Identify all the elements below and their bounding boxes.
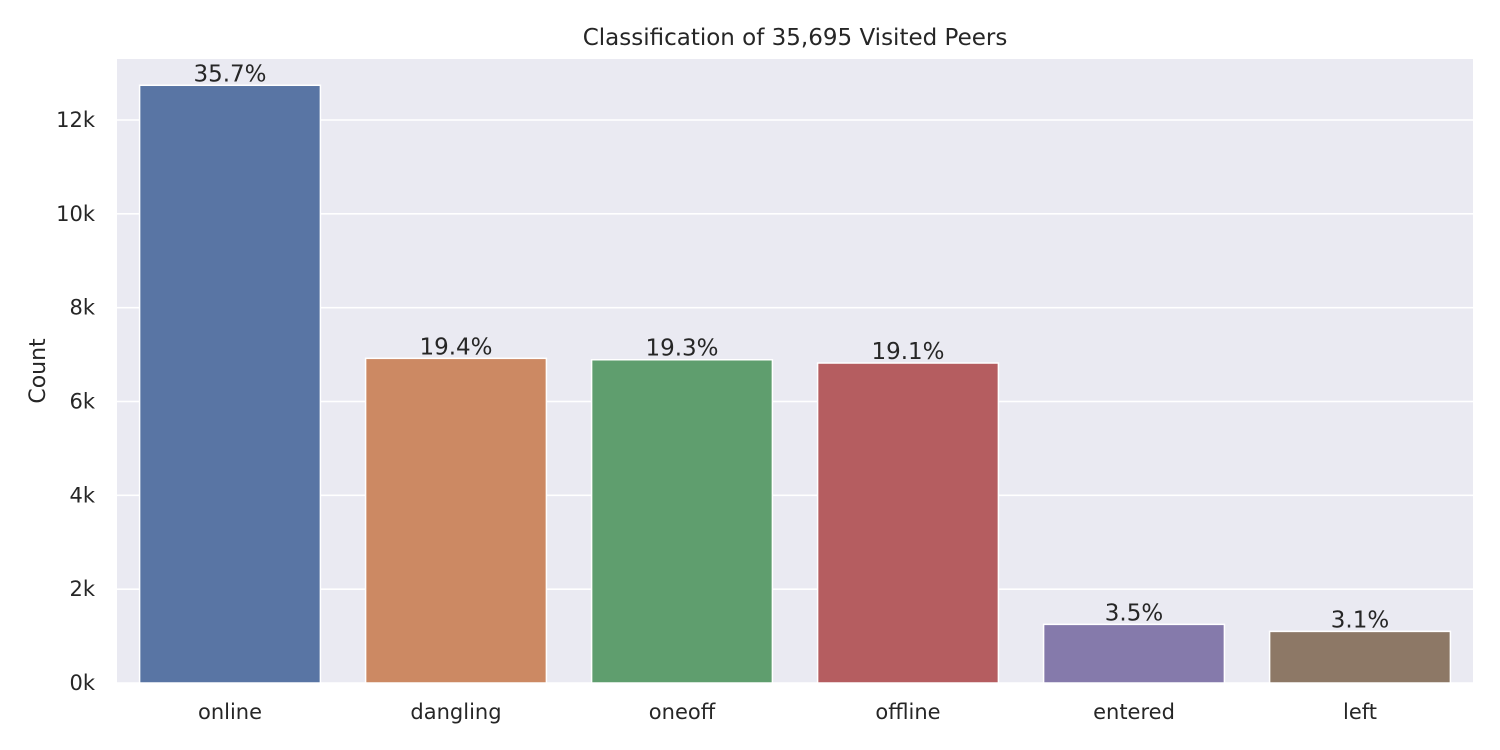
x-axis-ticks: online dangling oneoff offline entered left bbox=[198, 700, 1377, 724]
y-tick-label: 8k bbox=[69, 296, 95, 320]
x-tick-label-offline: offline bbox=[875, 700, 940, 724]
y-tick-label: 4k bbox=[69, 483, 95, 507]
y-axis-label: Count bbox=[26, 338, 51, 404]
bar-offline bbox=[816, 362, 1000, 684]
x-tick-label-online: online bbox=[198, 700, 262, 724]
x-tick-label-oneoff: oneoff bbox=[649, 700, 716, 724]
x-tick-label-dangling: dangling bbox=[410, 700, 501, 724]
y-tick-label: 10k bbox=[56, 202, 96, 226]
bar-online bbox=[138, 84, 322, 684]
bar-dangling bbox=[364, 357, 548, 684]
data-label-online: 35.7% bbox=[193, 61, 266, 87]
data-labels: 35.7% 19.4% 19.3% 19.1% 3.5% 3.1% bbox=[193, 61, 1389, 633]
y-tick-label: 0k bbox=[69, 671, 95, 695]
y-tick-label: 2k bbox=[69, 577, 95, 601]
data-label-oneoff: 19.3% bbox=[645, 336, 718, 362]
x-tick-label-left: left bbox=[1343, 700, 1377, 724]
gridlines bbox=[117, 119, 1473, 684]
chart-title: Classification of 35,695 Visited Peers bbox=[583, 25, 1008, 51]
bar-oneoff bbox=[590, 358, 774, 684]
data-label-offline: 19.1% bbox=[871, 339, 944, 365]
plot-background bbox=[117, 59, 1473, 683]
bar-left bbox=[1268, 630, 1452, 684]
data-label-left: 3.1% bbox=[1331, 607, 1389, 633]
x-tick-label-entered: entered bbox=[1093, 700, 1175, 724]
data-label-entered: 3.5% bbox=[1105, 600, 1163, 626]
data-label-dangling: 19.4% bbox=[419, 334, 492, 360]
y-tick-label: 6k bbox=[69, 389, 95, 413]
y-tick-label: 12k bbox=[56, 108, 96, 132]
bars bbox=[138, 84, 1452, 684]
bar-entered bbox=[1042, 623, 1226, 684]
y-axis-ticks: 0k 2k 4k 6k 8k 10k 12k bbox=[56, 108, 96, 695]
